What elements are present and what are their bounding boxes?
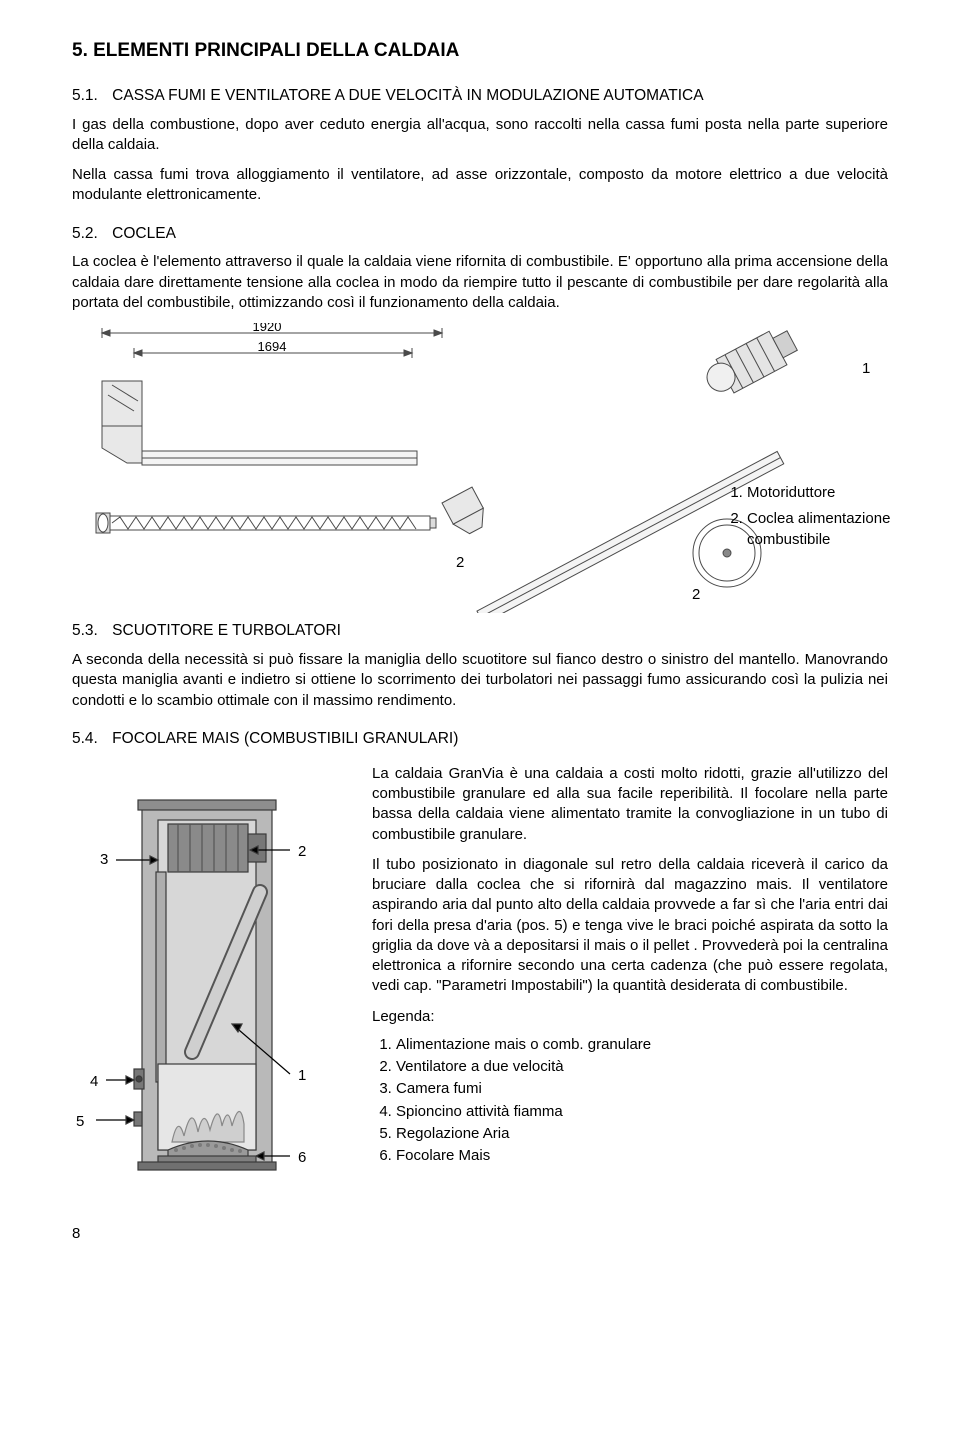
- figure-coclea-legend: Motoriduttore Coclea alimentazione combu…: [723, 483, 898, 556]
- subsection-num: 5.4.: [72, 729, 98, 750]
- subsection-num: 5.3.: [72, 621, 98, 642]
- subsection-text: CASSA FUMI E VENTILATORE A DUE VELOCITÀ …: [112, 87, 703, 104]
- s53-paragraph: A seconda della necessità si può fissare…: [72, 650, 888, 711]
- s51-paragraph-2: Nella cassa fumi trova alloggiamento il …: [72, 165, 888, 206]
- legend-item: Regolazione Aria: [396, 1124, 888, 1144]
- legend-item: Ventilatore a due velocità: [396, 1057, 888, 1077]
- callout-2-right: 2: [692, 586, 700, 603]
- s54-paragraph-1: La caldaia GranVia è una caldaia a costi…: [372, 764, 888, 845]
- legend-item: Motoriduttore: [747, 483, 898, 503]
- figure-focolare: 2 3 1 6 4 5: [72, 764, 352, 1194]
- legend-item: Camera fumi: [396, 1079, 888, 1099]
- dim-1920: 1920: [253, 323, 282, 334]
- legend-item: Alimentazione mais o comb. granulare: [396, 1035, 888, 1055]
- subsection-num: 5.2.: [72, 224, 98, 245]
- callout-3: 3: [100, 850, 108, 870]
- callout-6: 6: [298, 1148, 306, 1168]
- s51-paragraph-1: I gas della combustione, dopo aver cedut…: [72, 115, 888, 156]
- section-title: 5. ELEMENTI PRINCIPALI DELLA CALDAIA: [72, 38, 888, 64]
- legend-item: Focolare Mais: [396, 1146, 888, 1166]
- subsection-text: FOCOLARE MAIS (COMBUSTIBILI GRANULARI): [112, 730, 458, 747]
- callout-2: 2: [298, 842, 306, 862]
- subsection-text: SCUOTITORE E TURBOLATORI: [112, 622, 341, 639]
- s54-text-column: La caldaia GranVia è una caldaia a costi…: [372, 764, 888, 1194]
- subsection-53-head: 5.3. SCUOTITORE E TURBOLATORI: [72, 621, 888, 642]
- subsection-text: COCLEA: [112, 225, 176, 242]
- callout-1: 1: [862, 360, 870, 377]
- subsection-52-head: 5.2. COCLEA: [72, 224, 888, 245]
- dim-1694: 1694: [258, 339, 287, 354]
- callout-1: 1: [298, 1066, 306, 1086]
- s52-paragraph: La coclea è l'elemento attraverso il qua…: [72, 252, 888, 313]
- s54-legend: Alimentazione mais o comb. granulare Ven…: [372, 1035, 888, 1167]
- legend-item: Spioncino attività fiamma: [396, 1102, 888, 1122]
- callout-4: 4: [90, 1072, 98, 1092]
- page-number: 8: [72, 1224, 888, 1244]
- legend-item: Coclea alimentazione combustibile: [747, 509, 898, 550]
- subsection-num: 5.1.: [72, 86, 98, 107]
- figure-coclea: 1920 1694 1 2 2 Motoriduttore Coclea ali…: [72, 323, 888, 613]
- subsection-54-head: 5.4. FOCOLARE MAIS (COMBUSTIBILI GRANULA…: [72, 729, 888, 750]
- subsection-51-head: 5.1. CASSA FUMI E VENTILATORE A DUE VELO…: [72, 86, 888, 107]
- s54-paragraph-2: Il tubo posizionato in diagonale sul ret…: [372, 855, 888, 997]
- callout-2-left: 2: [456, 554, 464, 571]
- legend-heading: Legenda:: [372, 1007, 888, 1027]
- callout-5: 5: [76, 1112, 84, 1132]
